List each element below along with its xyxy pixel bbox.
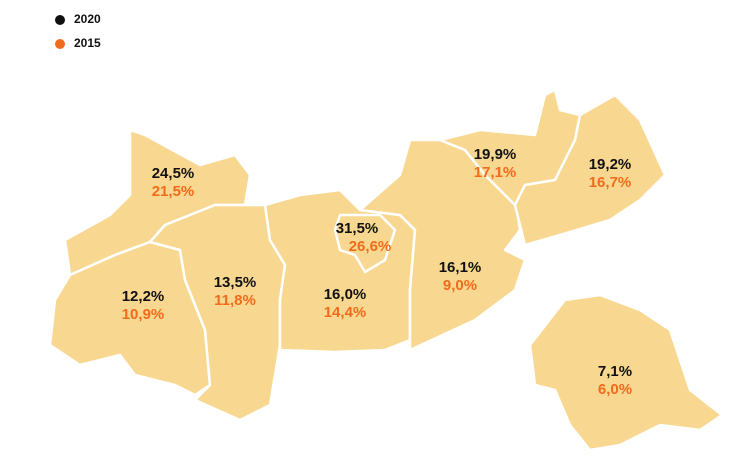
- value-2020: 31,5%: [336, 220, 379, 237]
- region: [528, 293, 724, 452]
- value-2020: 13,5%: [214, 274, 257, 291]
- value-2015: 16,7%: [589, 174, 632, 191]
- value-2015: 6,0%: [598, 381, 632, 398]
- region: [333, 213, 397, 274]
- value-2015: 10,9%: [122, 306, 165, 323]
- value-2015: 17,1%: [474, 164, 517, 181]
- region: [513, 93, 667, 247]
- value-2020: 7,1%: [598, 363, 632, 380]
- value-2020: 16,0%: [324, 286, 367, 303]
- value-2015: 11,8%: [214, 292, 256, 309]
- value-2020: 16,1%: [439, 259, 482, 276]
- value-2020: 24,5%: [152, 165, 195, 182]
- legend-label: 2015: [74, 36, 101, 50]
- value-2015: 14,4%: [324, 304, 367, 321]
- value-2015: 21,5%: [152, 183, 195, 200]
- value-2015: 9,0%: [443, 277, 477, 294]
- value-2020: 19,9%: [474, 146, 517, 163]
- value-2020: 19,2%: [589, 156, 632, 173]
- legend-dot: [55, 39, 65, 49]
- region: [148, 203, 287, 422]
- legend-dot: [55, 15, 65, 25]
- labels: 24,5% 21,5% 12,2% 10,9% 13,5% 11,8% 31,5…: [122, 146, 632, 398]
- region: [358, 138, 527, 352]
- regions: [48, 88, 724, 452]
- legend-label: 2020: [74, 12, 101, 26]
- value-2020: 12,2%: [122, 288, 165, 305]
- value-2015: 26,6%: [349, 238, 392, 255]
